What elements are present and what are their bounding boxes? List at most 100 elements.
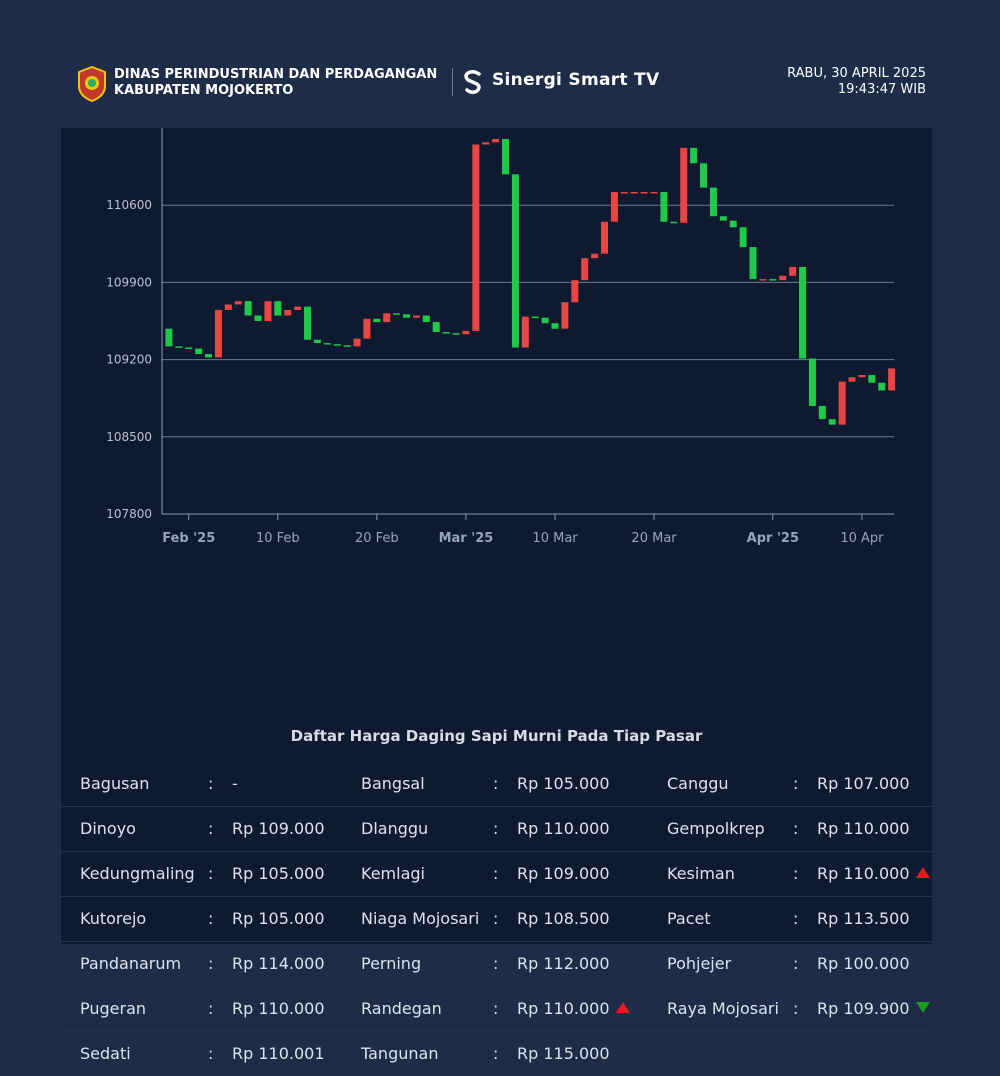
separator: : xyxy=(208,774,214,793)
current-date: RABU, 30 APRIL 2025 xyxy=(787,66,926,81)
candle xyxy=(304,306,312,340)
price-value: Rp 110.000 xyxy=(232,999,325,1018)
candle xyxy=(878,382,886,391)
candle xyxy=(264,301,272,321)
price-value: Rp 108.500 xyxy=(517,909,610,928)
candle xyxy=(185,347,193,349)
candle xyxy=(551,323,559,329)
market-name: Raya Mojosari xyxy=(667,999,779,1018)
candle xyxy=(353,338,361,347)
candle xyxy=(680,147,688,223)
market-name: Randegan xyxy=(361,999,442,1018)
table-row: Dinoyo: Rp 109.000 Dlanggu: Rp 110.000 Gempo… xyxy=(61,807,932,852)
candle xyxy=(452,333,460,335)
separator: : xyxy=(493,909,499,928)
price-value: Rp 110.001 xyxy=(232,1044,325,1063)
separator: : xyxy=(493,819,499,838)
market-name: Gempolkrep xyxy=(667,819,765,838)
price-value: Rp 105.000 xyxy=(232,909,325,928)
price-value: Rp 105.000 xyxy=(232,864,325,883)
price-value: Rp 100.000 xyxy=(817,954,910,973)
candle xyxy=(709,187,717,217)
market-price: Rp 105.000 xyxy=(232,852,325,896)
market-name: Pohjejer xyxy=(667,954,732,973)
agency-line-2: KABUPATEN MOJOKERTO xyxy=(114,83,294,98)
candle xyxy=(571,280,579,303)
x-tick-label: 10 Mar xyxy=(532,531,578,546)
market-name: Perning xyxy=(361,954,422,973)
candle xyxy=(531,316,539,319)
candle xyxy=(769,279,777,281)
price-value: - xyxy=(232,774,238,793)
candle xyxy=(640,191,648,194)
y-tick-label: 109900 xyxy=(106,275,152,289)
price-value: Rp 110.000 xyxy=(817,819,910,838)
candle xyxy=(521,316,529,348)
brand-name: Sinergi Smart TV xyxy=(492,70,660,90)
candle xyxy=(650,191,658,194)
header: DINAS PERINDUSTRIAN DAN PERDAGANGAN KABU… xyxy=(0,0,1000,128)
candle xyxy=(591,253,599,259)
candle xyxy=(828,419,836,425)
separator: : xyxy=(793,819,799,838)
table-row: Kutorejo: Rp 105.000 Niaga Mojosari: Rp 108… xyxy=(61,897,932,942)
candle xyxy=(700,163,708,188)
trend-down-icon xyxy=(915,1002,930,1013)
candle xyxy=(482,142,490,145)
separator: : xyxy=(793,864,799,883)
separator: : xyxy=(493,954,499,973)
market-price: - xyxy=(232,762,238,806)
candle xyxy=(858,375,866,378)
separator: : xyxy=(493,1044,499,1063)
market-name: Kemlagi xyxy=(361,864,425,883)
market-price: Rp 109.900 xyxy=(817,987,930,1031)
table-row: Bagusan: - Bangsal: Rp 105.000 Canggu: Rp 107… xyxy=(61,762,932,807)
candle xyxy=(343,345,351,347)
separator: : xyxy=(493,999,499,1018)
market-name: Bagusan xyxy=(80,774,150,793)
y-tick-label: 110600 xyxy=(106,198,152,212)
datetime: RABU, 30 APRIL 2025 19:43:47 WIB xyxy=(787,66,926,98)
candle xyxy=(670,221,678,224)
separator: : xyxy=(208,1044,214,1063)
separator: : xyxy=(208,909,214,928)
price-value: Rp 110.000 xyxy=(517,999,610,1018)
market-name: Kesiman xyxy=(667,864,735,883)
market-name: Pugeran xyxy=(80,999,147,1018)
main-panel: 107800 108500 109200 109900 110600 Feb '25 10 … xyxy=(61,128,932,1063)
y-tick-label: 107800 xyxy=(106,507,152,521)
candle xyxy=(660,191,668,222)
candle xyxy=(403,314,411,318)
x-tick-label: 20 Feb xyxy=(355,531,399,546)
candle xyxy=(432,322,440,333)
table-row: Sedati: Rp 110.001 Tangunan: Rp 115.000 xyxy=(61,1032,932,1076)
regency-emblem-icon xyxy=(78,66,106,102)
market-price: Rp 115.000 xyxy=(517,1032,610,1076)
candle xyxy=(818,405,826,420)
candle xyxy=(759,279,767,281)
candle xyxy=(254,315,262,321)
y-tick-label: 108500 xyxy=(106,430,152,444)
x-tick-label: 10 Apr xyxy=(840,531,884,546)
candle xyxy=(739,227,747,248)
y-tick-label: 109200 xyxy=(106,353,152,367)
candle xyxy=(719,216,727,221)
separator: : xyxy=(208,864,214,883)
market-price: Rp 105.000 xyxy=(517,762,610,806)
agency-name: DINAS PERINDUSTRIAN DAN PERDAGANGAN KABU… xyxy=(114,67,437,99)
candle xyxy=(284,309,292,316)
candle xyxy=(690,147,698,164)
price-value: Rp 110.000 xyxy=(517,819,610,838)
candle xyxy=(313,339,321,344)
table-title: Daftar Harga Daging Sapi Murni Pada Tiap… xyxy=(290,727,703,745)
candle xyxy=(511,174,519,348)
market-name: Kedungmaling xyxy=(80,864,195,883)
candle xyxy=(620,191,628,194)
market-price: Rp 105.000 xyxy=(232,897,325,941)
candle xyxy=(393,313,401,315)
market-price-table: Bagusan: - Bangsal: Rp 105.000 Canggu: Rp 107… xyxy=(61,762,932,1076)
candle xyxy=(422,315,430,323)
separator: : xyxy=(208,999,214,1018)
candle xyxy=(838,381,846,425)
candle xyxy=(442,332,450,334)
